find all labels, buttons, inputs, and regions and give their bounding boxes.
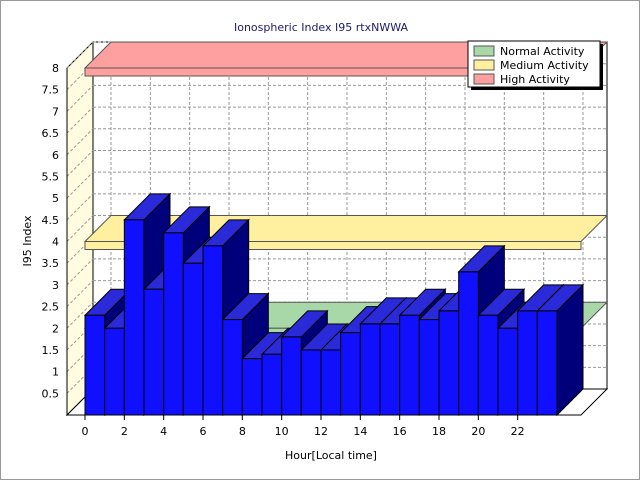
grid-line-side — [66, 280, 94, 307]
legend-swatch — [473, 59, 495, 71]
grid-line-side — [66, 41, 94, 69]
axes: 0.5 1 1.5 2 2.5 3 3.5 4 4.5 5 5.5 6 6.5 7 7.5 8 0 2 4 6 8 10 1… — [42, 62, 581, 438]
x-tick-label: 18 — [432, 425, 446, 438]
grid-line-side — [66, 85, 94, 112]
grid-line-side — [66, 106, 94, 134]
bar-front — [497, 327, 519, 416]
bar-front — [438, 310, 460, 416]
bar-front — [241, 358, 263, 416]
bar-front — [84, 314, 106, 416]
bar-series — [83, 192, 585, 417]
x-tick-label: 16 — [393, 425, 407, 438]
y-tick-label: 4.5 — [42, 214, 60, 227]
legend-swatch — [473, 73, 495, 85]
y-tick-label: 3.5 — [42, 257, 60, 270]
bar-front — [477, 314, 499, 416]
bar-front — [399, 314, 420, 416]
y-tick-label: 2 — [52, 322, 59, 335]
x-tick-label: 22 — [511, 425, 525, 438]
bar-front — [202, 245, 224, 416]
grid-line-side — [66, 193, 94, 221]
grid-line-side — [66, 258, 94, 286]
bar-front — [458, 271, 479, 416]
legend-label: High Activity — [500, 73, 570, 86]
y-tick-label: 1 — [52, 366, 59, 379]
x-tick-label: 14 — [353, 425, 367, 438]
grid-line-side — [66, 171, 94, 199]
bar-front — [536, 310, 558, 416]
x-tick-label: 0 — [82, 425, 89, 438]
bar-front — [261, 353, 283, 416]
bar-front — [418, 319, 440, 416]
y-tick-label: 2.5 — [42, 301, 60, 314]
legend-label: Normal Activity — [500, 45, 585, 58]
y-tick-label: 6.5 — [42, 127, 60, 140]
y-tick-label: 0.5 — [42, 387, 60, 400]
band-front — [84, 241, 582, 250]
bar-front — [182, 262, 204, 416]
grid-line-side — [66, 215, 94, 242]
bar-front — [300, 349, 322, 416]
x-tick-label: 2 — [121, 425, 128, 438]
y-axis-label: I95 Index — [21, 215, 34, 267]
bar-front — [104, 327, 125, 416]
chart-title: Ionospheric Index I95 rtxNWWA — [234, 21, 408, 34]
y-tick-label: 5.5 — [42, 170, 60, 183]
x-tick-label: 4 — [160, 425, 167, 438]
y-tick-label: 8 — [52, 62, 59, 75]
grid-line-side — [66, 128, 94, 156]
bar — [536, 283, 585, 417]
y-tick-label: 7.5 — [42, 84, 60, 97]
y-tick-label: 6 — [52, 149, 59, 162]
legend-swatch — [473, 45, 495, 57]
y-tick-label: 1.5 — [42, 344, 60, 357]
x-tick-label: 8 — [239, 425, 246, 438]
x-tick-label: 12 — [314, 425, 328, 438]
bar-front — [222, 319, 243, 416]
bar-front — [379, 323, 401, 416]
bar-front — [123, 219, 145, 416]
legend-label: Medium Activity — [500, 59, 589, 72]
x-tick-label: 6 — [200, 425, 207, 438]
bar-front — [143, 288, 165, 416]
bar-front — [163, 232, 184, 416]
y-tick-label: 5 — [52, 192, 59, 205]
x-tick-label: 20 — [471, 425, 485, 438]
grid-line-side — [66, 301, 94, 329]
bar-front — [517, 310, 538, 416]
bar-front — [320, 349, 342, 416]
bar-front — [359, 323, 381, 416]
bar-front — [281, 336, 302, 416]
bar-front — [340, 332, 361, 416]
x-axis-label: Hour[Local time] — [285, 449, 377, 462]
y-tick-label: 3 — [52, 279, 59, 292]
grid-line-side — [66, 150, 94, 177]
x-tick-label: 10 — [275, 425, 289, 438]
y-tick-label: 4 — [52, 236, 59, 249]
y-tick-label: 7 — [52, 105, 59, 118]
